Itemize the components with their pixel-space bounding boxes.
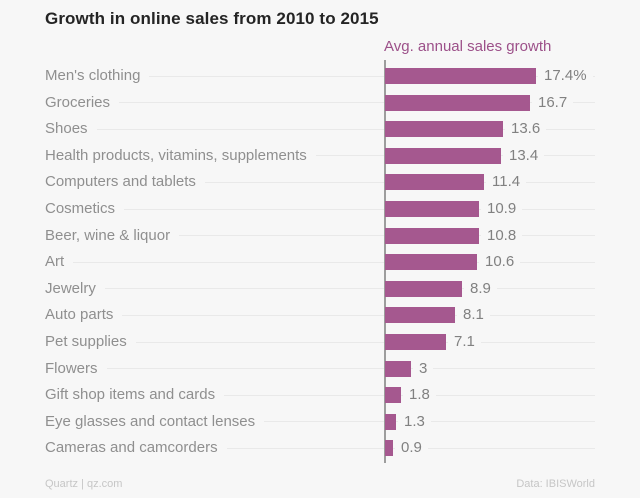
value-label: 13.6 <box>505 119 547 140</box>
bar <box>385 360 411 377</box>
bar <box>385 94 530 111</box>
row-hairline <box>45 208 595 210</box>
legend-label: Avg. annual sales growth <box>384 38 552 55</box>
value-label: 10.9 <box>481 199 523 219</box>
row-label: Cosmetics <box>45 199 125 219</box>
row-hairline <box>45 447 595 449</box>
row-label: Groceries <box>45 92 120 113</box>
bar <box>385 147 501 164</box>
value-label: 11.4 <box>486 172 527 193</box>
row-hairline <box>45 288 595 290</box>
footer: Quartz | qz.com Data: IBISWorld <box>45 478 595 490</box>
data-credit: Data: IBISWorld <box>516 478 595 490</box>
row-hairline <box>45 421 595 423</box>
row-label: Eye glasses and contact lenses <box>45 411 265 432</box>
bar <box>385 440 393 457</box>
value-label: 7.1 <box>448 332 481 352</box>
source-attribution: Quartz | qz.com <box>45 478 123 490</box>
row-label: Men's clothing <box>45 66 150 86</box>
y-axis-line <box>384 60 386 463</box>
value-label: 10.8 <box>481 225 523 246</box>
row-label: Art <box>45 252 74 273</box>
value-label: 10.6 <box>479 252 521 273</box>
bar <box>385 201 479 217</box>
row-label: Cameras and camcorders <box>45 438 227 459</box>
bar <box>385 334 446 350</box>
bar <box>385 174 484 191</box>
row-label: Jewelry <box>45 278 105 299</box>
value-label: 17.4% <box>538 66 593 86</box>
row-hairline <box>45 235 595 237</box>
bar <box>385 227 479 244</box>
row-label: Health products, vitamins, supplements <box>45 145 316 166</box>
value-label: 8.1 <box>457 305 490 326</box>
value-label: 3 <box>413 358 434 379</box>
row-hairline <box>45 75 595 77</box>
bar <box>385 254 477 271</box>
row-hairline <box>45 181 595 183</box>
row-label: Computers and tablets <box>45 172 205 193</box>
row-hairline <box>45 394 595 396</box>
row-hairline <box>45 261 595 263</box>
row-hairline <box>45 341 595 343</box>
bar <box>385 68 536 84</box>
row-label: Beer, wine & liquor <box>45 225 180 246</box>
row-hairline <box>45 368 595 370</box>
value-label: 1.8 <box>403 385 436 406</box>
value-label: 0.9 <box>395 438 428 459</box>
bar <box>385 121 503 138</box>
row-label: Auto parts <box>45 305 123 326</box>
row-hairline <box>45 128 595 130</box>
chart-title: Growth in online sales from 2010 to 2015 <box>45 9 379 28</box>
row-label: Gift shop items and cards <box>45 385 225 406</box>
row-hairline <box>45 102 595 104</box>
row-hairline <box>45 314 595 316</box>
value-label: 1.3 <box>398 411 431 432</box>
row-label: Pet supplies <box>45 332 136 352</box>
row-label: Flowers <box>45 358 107 379</box>
bar <box>385 307 455 324</box>
bar <box>385 280 462 297</box>
bar <box>385 387 401 404</box>
row-label: Shoes <box>45 119 97 140</box>
value-label: 13.4 <box>503 145 545 166</box>
row-hairline <box>45 155 595 157</box>
value-label: 16.7 <box>532 92 574 113</box>
bar <box>385 413 396 430</box>
value-label: 8.9 <box>464 278 497 299</box>
